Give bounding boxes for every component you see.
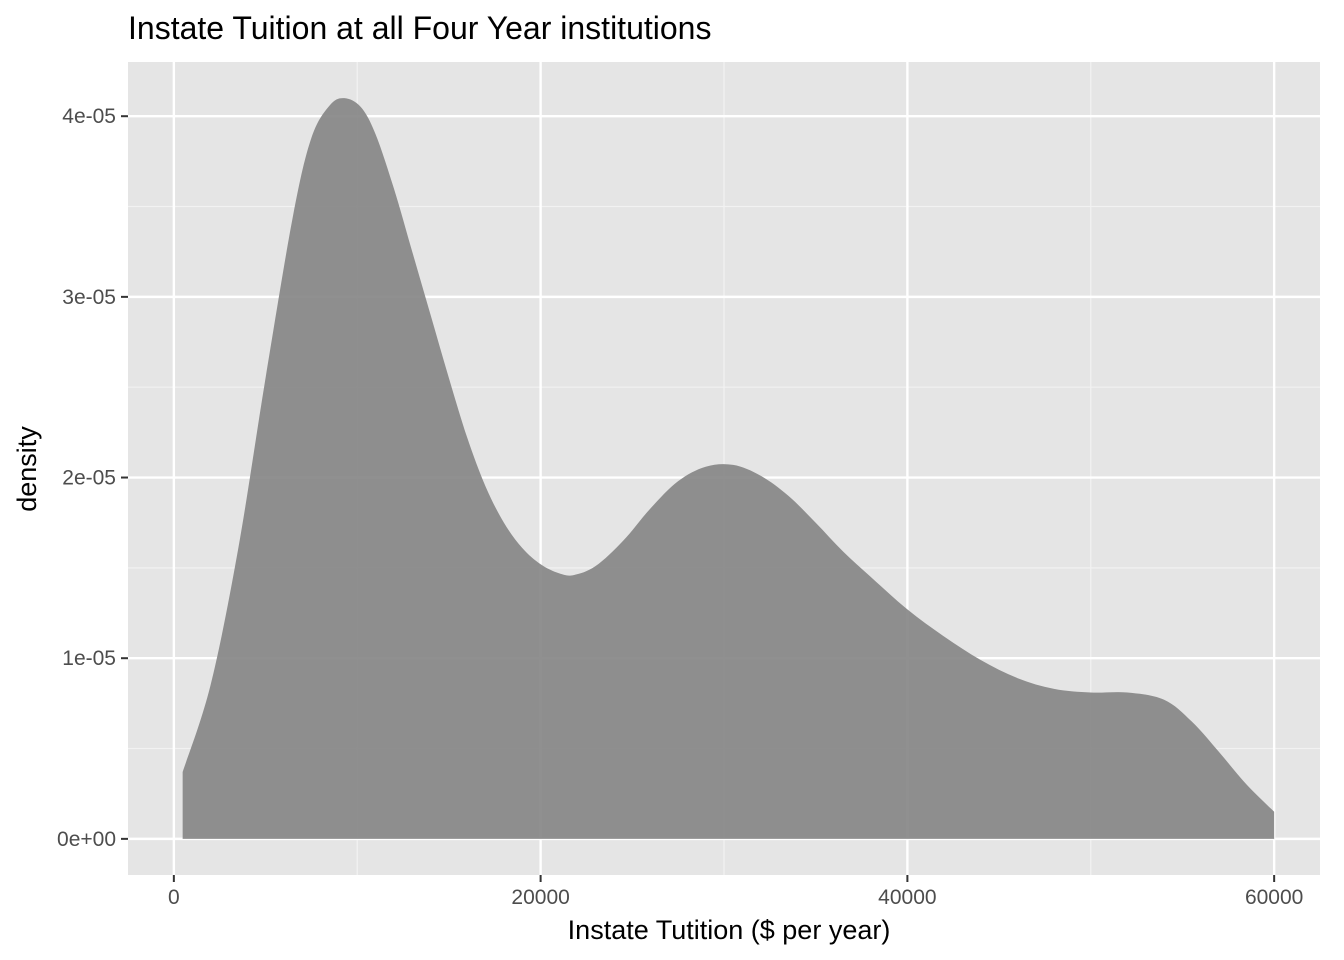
y-tick-label: 4e-05	[62, 105, 116, 128]
x-tick-label: 0	[168, 886, 180, 909]
x-tick-label: 40000	[878, 886, 936, 909]
y-tick-label: 2e-05	[62, 467, 116, 490]
y-tick-label: 0e+00	[57, 828, 116, 851]
y-tick-label: 1e-05	[62, 647, 116, 670]
y-axis-title: density	[12, 426, 42, 512]
chart-title: Instate Tuition at all Four Year institu…	[128, 10, 711, 46]
y-axis: 0e+00 1e-05 2e-05 3e-05 4e-05	[57, 105, 128, 851]
y-tick-label: 3e-05	[62, 286, 116, 309]
x-tick-label: 60000	[1245, 886, 1303, 909]
density-area	[182, 98, 1275, 839]
x-axis: 0 20000 40000 60000	[168, 875, 1303, 909]
x-axis-title: Instate Tutition ($ per year)	[568, 915, 891, 945]
x-tick-label: 20000	[511, 886, 569, 909]
